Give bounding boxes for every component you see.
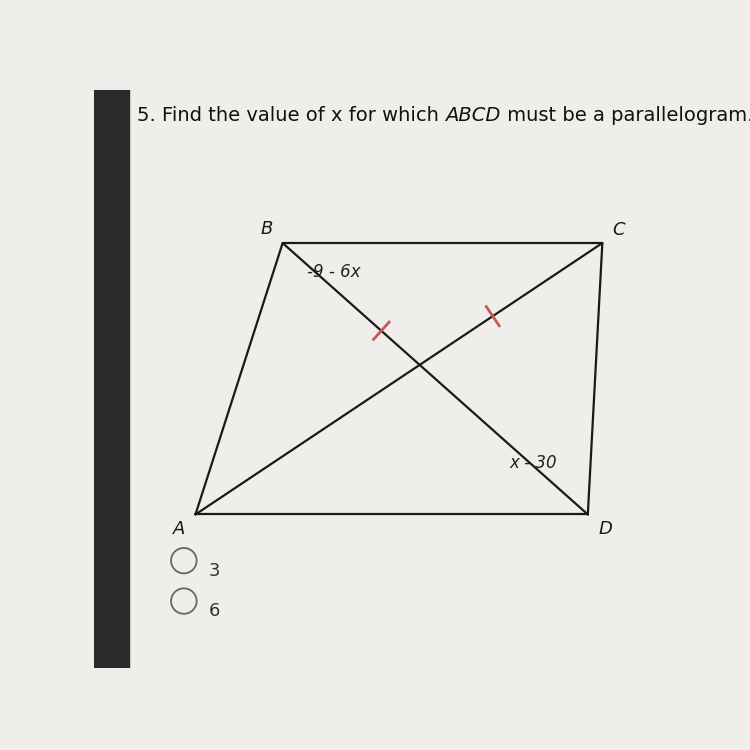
Text: A: A [173, 520, 185, 538]
Text: D: D [598, 520, 612, 538]
Text: B: B [260, 220, 272, 238]
Text: -9 - 6x: -9 - 6x [307, 263, 361, 281]
Text: ABCD: ABCD [446, 106, 501, 125]
Bar [94, 90, 129, 668]
Text: 6: 6 [209, 602, 220, 620]
Text: 3: 3 [209, 562, 220, 580]
Text: C: C [612, 221, 625, 239]
Text: 5. Find the value of x for which: 5. Find the value of x for which [137, 106, 446, 125]
Text: x - 30: x - 30 [509, 454, 556, 472]
Text: must be a parallelogram.: must be a parallelogram. [501, 106, 750, 125]
